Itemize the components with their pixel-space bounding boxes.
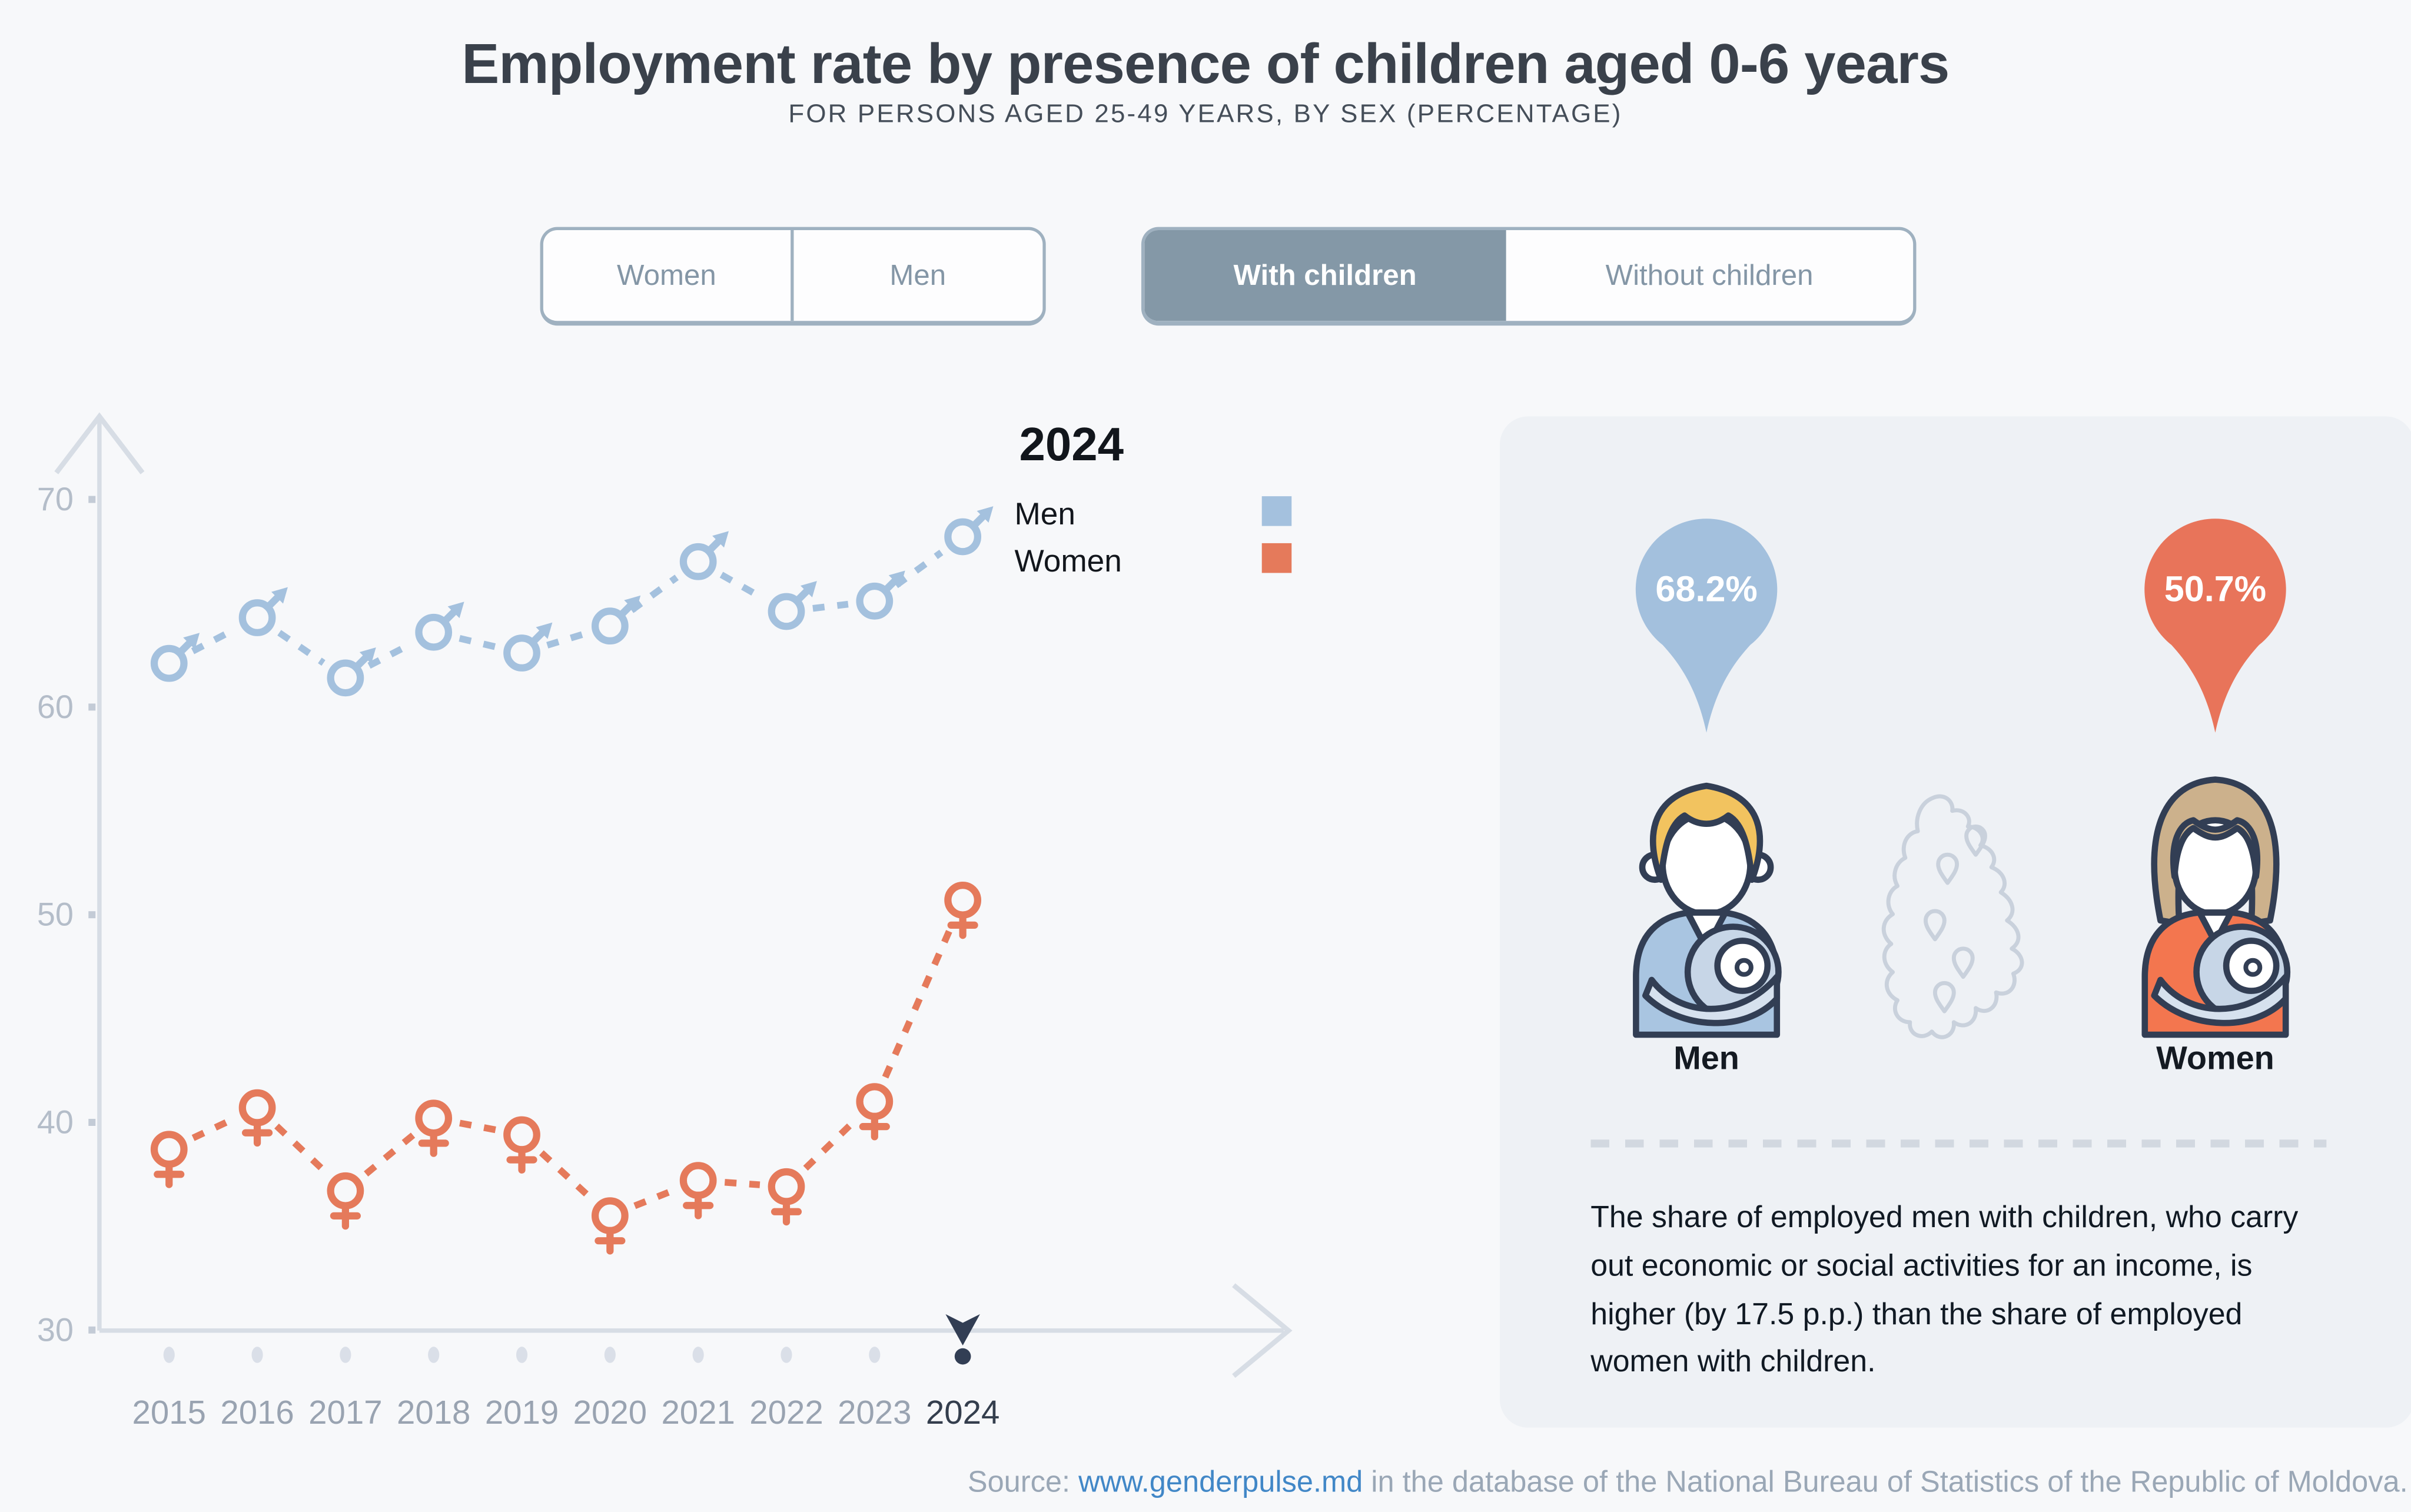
women-color-swatch <box>1261 543 1292 573</box>
toggle-with-children[interactable]: With children <box>1144 230 1506 321</box>
svg-text:2021: 2021 <box>661 1394 735 1431</box>
svg-text:60: 60 <box>37 688 74 725</box>
panel-description: The share of employed men with children,… <box>1590 1200 2299 1380</box>
source-prefix: Source: <box>967 1467 1079 1500</box>
women-value: 50.7% <box>2164 569 2266 609</box>
svg-text:50: 50 <box>37 896 74 933</box>
svg-text:2015: 2015 <box>132 1394 206 1431</box>
svg-text:70: 70 <box>37 480 74 517</box>
svg-text:2018: 2018 <box>397 1394 470 1431</box>
source-link[interactable]: www.genderpulse.md <box>1078 1467 1363 1500</box>
legend-year: 2024 <box>1019 419 1124 471</box>
toggle-women[interactable]: Women <box>543 230 793 321</box>
sex-toggle: Women Men <box>540 227 1046 326</box>
women-value-pin: 50.7% <box>2144 519 2286 733</box>
svg-text:2022: 2022 <box>749 1394 823 1431</box>
legend-label-men: Men <box>1014 497 1075 533</box>
legend-label-women: Women <box>1014 544 1122 580</box>
svg-text:2024: 2024 <box>926 1394 999 1431</box>
toggle-without-children[interactable]: Without children <box>1506 230 1913 321</box>
dashed-divider <box>1590 1139 2327 1147</box>
panel-men-label: Men <box>1673 1041 1739 1077</box>
woman-with-baby-icon <box>2141 776 2291 1038</box>
page-subtitle: FOR PERSONS AGED 25-49 YEARS, BY SEX (PE… <box>788 100 1623 129</box>
svg-text:2020: 2020 <box>573 1394 647 1431</box>
men-color-swatch <box>1261 496 1292 526</box>
children-toggle: With children Without children <box>1141 227 1917 326</box>
page-title: Employment rate by presence of children … <box>461 31 1950 96</box>
svg-text:2023: 2023 <box>838 1394 911 1431</box>
svg-text:30: 30 <box>37 1311 74 1348</box>
moldova-map-outline <box>1881 794 2024 1039</box>
source-note: Source: www.genderpulse.md in the databa… <box>0 1467 2408 1501</box>
panel-women-label: Women <box>2156 1041 2274 1077</box>
men-value-pin: 68.2% <box>1635 519 1778 733</box>
employment-line-chart: 30 40 50 60 70 2015 2016 2017 2018 2019 2020 2021 20… <box>37 412 1293 1431</box>
man-with-baby-icon <box>1633 782 1782 1038</box>
summary-panel: 68.2% 50.7% <box>1499 416 2411 1428</box>
svg-text:2019: 2019 <box>485 1394 559 1431</box>
svg-text:2017: 2017 <box>308 1394 382 1431</box>
toggle-men[interactable]: Men <box>793 230 1042 321</box>
source-suffix: in the database of the National Bureau o… <box>1363 1467 2408 1500</box>
svg-text:40: 40 <box>37 1103 74 1140</box>
svg-text:2016: 2016 <box>220 1394 294 1431</box>
men-value: 68.2% <box>1655 569 1757 609</box>
